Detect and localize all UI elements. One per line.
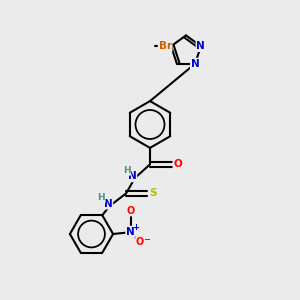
Text: N: N [103, 199, 112, 209]
Text: H: H [123, 166, 130, 175]
Text: O: O [126, 206, 135, 216]
Text: H: H [97, 193, 105, 202]
Text: Br: Br [158, 41, 172, 51]
Text: N: N [128, 171, 136, 182]
Text: N: N [126, 226, 135, 237]
Text: +: + [132, 223, 140, 232]
Text: N: N [191, 58, 200, 69]
Text: S: S [149, 188, 157, 199]
Text: −: − [143, 235, 150, 244]
Text: O: O [173, 159, 182, 170]
Text: N: N [196, 41, 205, 51]
Text: O: O [136, 237, 144, 247]
